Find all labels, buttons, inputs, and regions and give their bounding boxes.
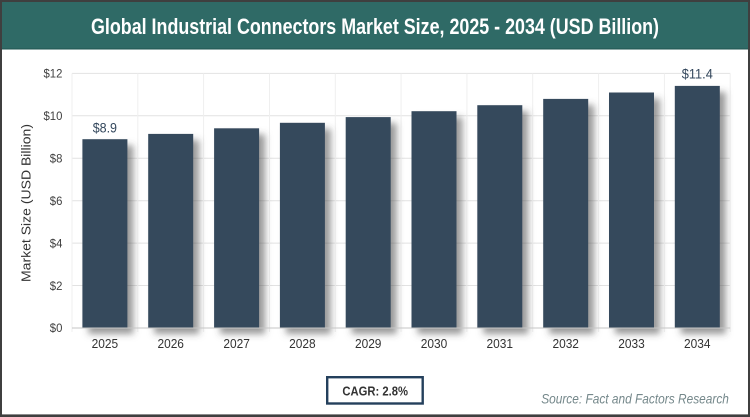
- svg-text:$11.4: $11.4: [682, 67, 713, 82]
- svg-text:$2: $2: [50, 279, 63, 293]
- svg-text:$6: $6: [50, 194, 63, 208]
- svg-text:2028: 2028: [289, 336, 316, 351]
- svg-text:$4: $4: [50, 236, 63, 250]
- svg-text:Global Industrial Connectors M: Global Industrial Connectors Market Size…: [91, 14, 659, 39]
- svg-text:2026: 2026: [157, 336, 184, 351]
- svg-text:$8: $8: [50, 152, 63, 166]
- svg-text:$8.9: $8.9: [93, 120, 117, 135]
- svg-text:Source: Fact and Factors Resea: Source: Fact and Factors Research: [541, 390, 729, 406]
- svg-text:$0: $0: [50, 321, 63, 335]
- svg-text:$10: $10: [44, 109, 63, 123]
- svg-text:2025: 2025: [92, 336, 119, 351]
- svg-text:Market Size (USD Billion): Market Size (USD Billion): [20, 124, 34, 282]
- svg-text:2027: 2027: [223, 336, 250, 351]
- svg-text:2030: 2030: [421, 336, 448, 351]
- svg-text:2033: 2033: [618, 336, 645, 351]
- svg-text:CAGR: 2.8%: CAGR: 2.8%: [342, 385, 408, 399]
- svg-text:2031: 2031: [487, 336, 514, 351]
- svg-text:2034: 2034: [684, 336, 711, 351]
- svg-text:$12: $12: [44, 67, 63, 81]
- svg-text:2032: 2032: [552, 336, 579, 351]
- svg-text:2029: 2029: [355, 336, 382, 351]
